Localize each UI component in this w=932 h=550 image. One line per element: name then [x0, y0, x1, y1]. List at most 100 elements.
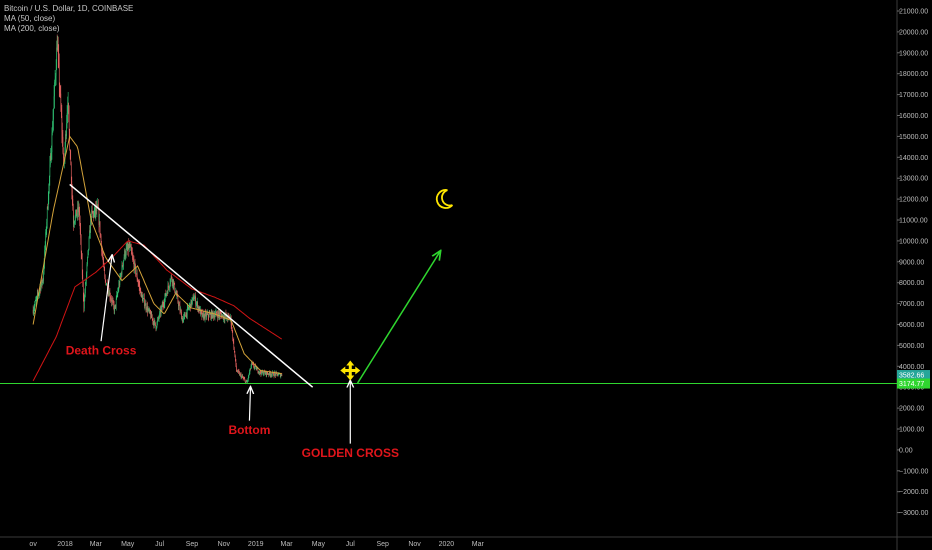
candle-body: [79, 220, 81, 230]
candle-body: [41, 280, 43, 284]
candle-body: [233, 348, 235, 352]
candle-body: [131, 247, 132, 252]
candle-body: [190, 300, 192, 309]
ma200-legend-label: MA (200, close): [4, 24, 60, 33]
candle-body: [206, 314, 208, 315]
candle-body: [130, 246, 132, 248]
candle-body: [49, 176, 50, 185]
candle-body: [198, 307, 200, 311]
candle-body: [46, 207, 48, 222]
candle-body: [219, 313, 220, 316]
candle-body: [111, 299, 112, 302]
y-tick-label: 1000.00: [899, 427, 924, 434]
candle-body: [147, 309, 149, 312]
candle-body: [148, 308, 150, 312]
candle-body: [208, 316, 209, 318]
candle-body: [250, 366, 252, 369]
candle-body: [37, 293, 39, 295]
candle-body: [113, 301, 114, 306]
candle-body: [187, 306, 189, 308]
candle-body: [76, 209, 77, 217]
candle-body: [209, 313, 211, 315]
candle-body: [211, 311, 212, 319]
candle-body: [161, 305, 162, 309]
candle-body: [72, 198, 74, 211]
candle-body: [61, 107, 62, 116]
candle-body: [273, 372, 274, 376]
candle-body: [40, 285, 42, 291]
candle-body: [256, 368, 258, 370]
candle-body: [174, 291, 176, 294]
candle-body: [183, 316, 184, 320]
x-tick-label: Jul: [155, 541, 164, 548]
y-tick-label: 14000.00: [899, 155, 928, 162]
candle-body: [220, 313, 222, 315]
candle-body: [169, 284, 171, 287]
candle-body: [182, 318, 183, 323]
candle-body: [214, 315, 216, 318]
candle-body: [92, 211, 93, 214]
candle-body: [267, 374, 269, 375]
candle-body: [253, 364, 254, 367]
candle-body: [63, 152, 64, 159]
candle-body: [183, 314, 185, 317]
candle-body: [251, 362, 252, 367]
candle-body: [260, 372, 262, 375]
candle-body: [162, 303, 164, 307]
candle-body: [248, 375, 249, 380]
candle-body: [47, 207, 49, 209]
candle-body: [49, 164, 51, 177]
candle-body: [152, 318, 154, 322]
candle-body: [91, 210, 92, 221]
candle-body: [213, 313, 214, 317]
candle-body: [133, 261, 135, 269]
y-tick-label: 6000.00: [899, 322, 924, 329]
candle-body: [136, 273, 138, 280]
candle-body: [124, 250, 125, 258]
candle-body: [266, 372, 267, 376]
candle-body: [94, 207, 96, 212]
candle-body: [154, 320, 156, 323]
candle-body: [127, 248, 128, 250]
candle-body: [262, 371, 263, 373]
candle-body: [238, 370, 239, 372]
candle-body: [108, 290, 110, 296]
candle-body: [184, 313, 185, 315]
candle-body: [275, 373, 276, 376]
candle-body: [108, 290, 109, 293]
candle-body: [58, 54, 60, 63]
candle-body: [146, 308, 147, 310]
candle-body: [171, 278, 173, 283]
candle-body: [197, 302, 199, 310]
candle-body: [151, 313, 153, 319]
candle-body: [60, 93, 62, 108]
chart-legend: Bitcoin / U.S. Dollar, 1D, COINBASE MA (…: [4, 4, 133, 34]
candle-body: [243, 378, 245, 380]
candle-body: [196, 303, 197, 305]
candle-body: [76, 214, 78, 217]
candle-body: [69, 130, 71, 150]
candle-body: [102, 257, 104, 262]
y-tick-label: 16000.00: [899, 113, 928, 120]
candle-body: [44, 244, 46, 250]
candle-body: [151, 318, 153, 319]
candle-body: [115, 298, 117, 307]
candle-body: [205, 312, 207, 317]
candle-body: [59, 85, 61, 93]
candle-body: [192, 297, 193, 301]
candle-body: [231, 325, 232, 330]
candle-body: [173, 283, 174, 287]
candle-body: [134, 262, 136, 266]
candle-body: [236, 365, 237, 371]
candle-body: [242, 377, 244, 379]
candle-body: [196, 302, 198, 304]
candle-body: [55, 75, 56, 79]
candle-body: [139, 288, 141, 290]
candle-body: [262, 371, 264, 375]
candle-body: [258, 371, 259, 373]
candle-body: [125, 249, 127, 256]
candle-body: [68, 102, 69, 114]
candle-body: [256, 368, 258, 370]
x-tick-label: May: [312, 541, 326, 548]
